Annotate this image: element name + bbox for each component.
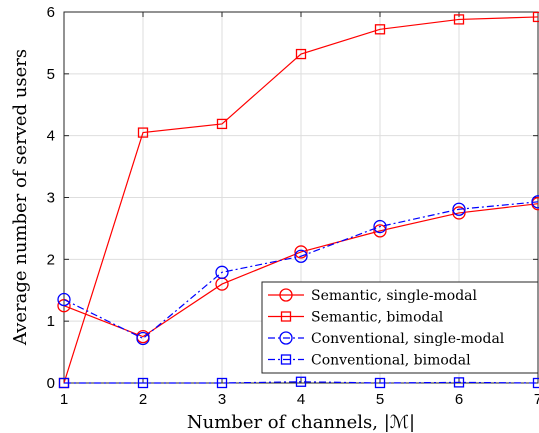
legend-label: Semantic, bimodal — [311, 310, 444, 326]
x-axis-label: Number of channels, |ℳ| — [187, 412, 415, 433]
y-tick-label: 1 — [47, 313, 55, 330]
series-4 — [58, 376, 539, 389]
x-tick-label: 4 — [297, 391, 305, 408]
legend-marker — [280, 311, 292, 322]
y-tick-label: 0 — [47, 375, 55, 392]
data-point — [373, 219, 387, 234]
data-point — [215, 265, 229, 279]
data-point — [58, 377, 70, 389]
legend: Semantic, single-modal Semantic, bimodal C… — [261, 281, 539, 374]
data-point — [374, 24, 386, 35]
legend-label: Conventional, single-modal — [311, 331, 505, 347]
data-point — [295, 48, 307, 60]
y-tick-label: 5 — [47, 66, 55, 83]
legend-label: Conventional, bimodal — [311, 353, 471, 369]
data-point — [137, 127, 149, 138]
series-layer — [57, 11, 539, 389]
y-axis-label: Average number of served users — [10, 49, 31, 346]
legend-item: Semantic, bimodal — [268, 310, 444, 326]
x-tick-label: 1 — [60, 391, 68, 408]
data-point — [452, 206, 466, 220]
legend-item: Conventional, single-modal — [268, 331, 505, 347]
x-tick-label: 7 — [534, 391, 539, 408]
data-point — [452, 202, 466, 216]
data-point — [57, 292, 71, 307]
data-point — [216, 377, 228, 389]
data-point — [453, 377, 465, 388]
data-point — [453, 14, 465, 25]
data-point — [136, 331, 150, 346]
data-point — [137, 377, 149, 389]
y-tick-label: 3 — [47, 190, 55, 207]
series-line — [64, 381, 539, 384]
legend-item: Semantic, single-modal — [268, 288, 478, 304]
y-tick-label: 2 — [47, 251, 55, 268]
data-point — [373, 224, 387, 238]
data-point — [374, 377, 386, 389]
legend-item: Conventional, bimodal — [268, 353, 471, 369]
series-3 — [57, 195, 539, 346]
series-line — [63, 201, 539, 340]
data-point — [295, 376, 307, 387]
y-tick-label: 4 — [47, 128, 55, 145]
data-point — [216, 118, 228, 130]
x-tick-label: 6 — [455, 391, 463, 408]
series-line — [63, 203, 539, 338]
data-point — [294, 249, 308, 263]
y-tick-label: 6 — [47, 4, 55, 21]
data-point — [531, 195, 539, 209]
data-point — [532, 377, 539, 389]
legend-label: Semantic, single-modal — [311, 288, 478, 304]
x-tick-label: 3 — [218, 391, 226, 408]
legend-marker — [279, 331, 293, 345]
x-tick-label: 5 — [376, 391, 384, 408]
series-line — [63, 16, 539, 384]
legend-box — [261, 281, 539, 374]
legend-marker — [279, 288, 293, 302]
legend-marker — [280, 354, 292, 365]
data-point — [294, 245, 308, 259]
data-point — [532, 11, 539, 23]
x-tick-label: 2 — [139, 391, 147, 408]
